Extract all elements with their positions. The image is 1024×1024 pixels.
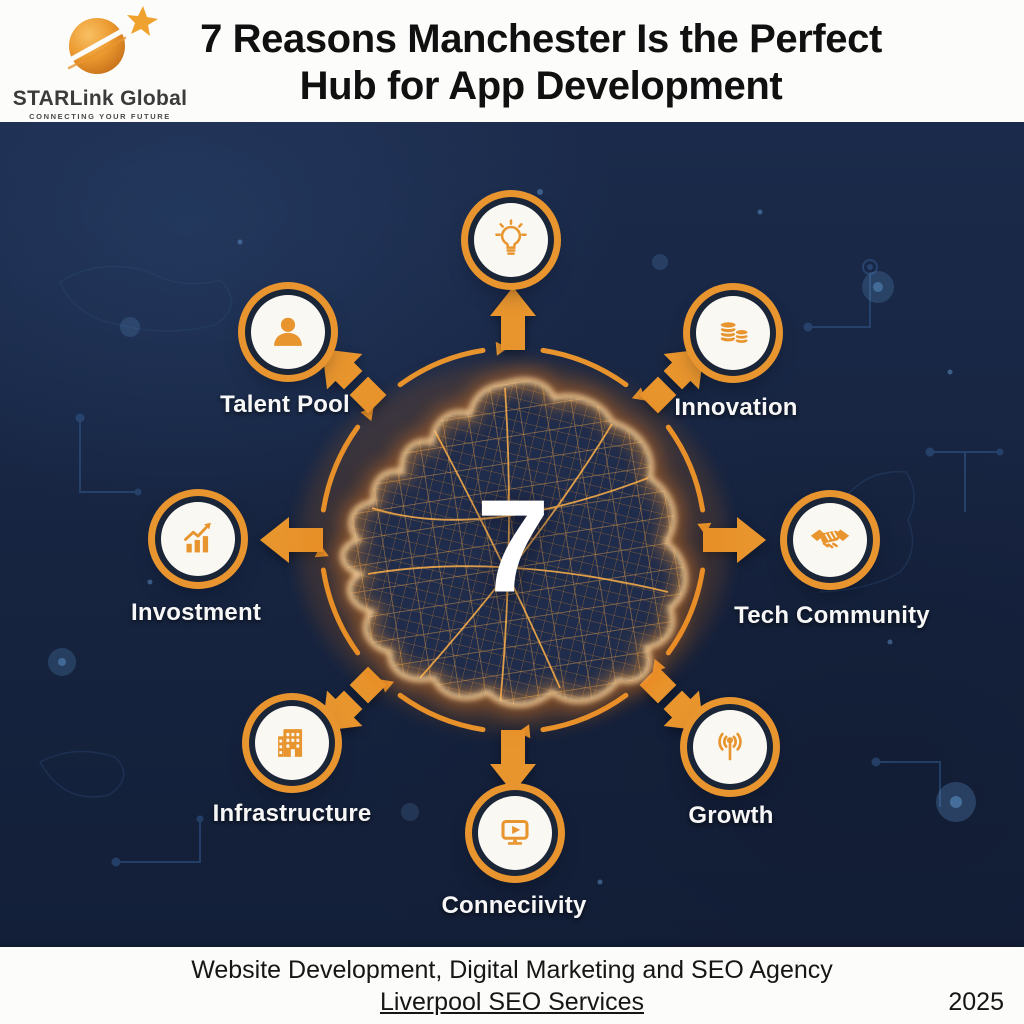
center-number: 7 [476, 472, 550, 620]
node-idea [474, 203, 548, 277]
arrow-south [490, 730, 536, 793]
footer-brand-link[interactable]: Liverpool SEO Services [379, 988, 645, 1016]
node-label-growth: Growth [688, 802, 774, 829]
arrow-north [490, 287, 536, 350]
handshake-icon [810, 529, 850, 549]
node-label-tech-community: Tech Community [734, 602, 930, 629]
page-title: 7 Reasons Manchester Is the Perfect Hub … [161, 16, 921, 110]
node-investment [161, 502, 235, 576]
node-talent-pool [251, 295, 325, 369]
footer-agency-line: Website Development, Digital Marketing a… [191, 956, 833, 984]
node-tech-community [793, 503, 867, 577]
node-connectivity [478, 796, 552, 870]
background-decor [38, 189, 1004, 885]
node-label-infrastructure: Infrastructure [212, 800, 372, 827]
node-label-innovation: Innovation [674, 394, 798, 421]
node-label-talent-pool: Talent Pool [220, 391, 350, 418]
coins-icon [719, 320, 750, 345]
planet-star-logo-icon [60, 6, 158, 74]
node-growth [693, 710, 767, 784]
person-icon [274, 317, 302, 346]
footer-year: 2025 [948, 988, 1004, 1016]
footer: Website Development, Digital Marketing a… [0, 947, 1024, 1024]
brand-name: STARLink Global [12, 87, 188, 110]
node-label-connectivity: Conneciivity [441, 892, 587, 919]
building-icon [278, 729, 303, 757]
node-innovation [696, 296, 770, 370]
node-infrastructure [255, 706, 329, 780]
lightbulb-icon [495, 219, 527, 255]
bar-chart-icon [184, 522, 211, 553]
node-label-investment: Invostment [130, 599, 262, 626]
monitor-play-icon [501, 819, 529, 845]
brand-logo: STARLink Global CONNECTING YOUR FUTURE [10, 2, 190, 121]
header: STARLink Global CONNECTING YOUR FUTURE 7… [0, 0, 1024, 122]
diagram-graphic [260, 287, 766, 793]
manchester-map [298, 361, 728, 731]
title-line-2: Hub for App Development [299, 63, 783, 108]
diagram-canvas: Talent Pool Innovation Invostment Tech C… [0, 122, 1024, 947]
antenna-icon [718, 732, 742, 761]
brand-tagline: CONNECTING YOUR FUTURE [29, 112, 171, 121]
title-line-1: 7 Reasons Manchester Is the Perfect [200, 17, 882, 61]
